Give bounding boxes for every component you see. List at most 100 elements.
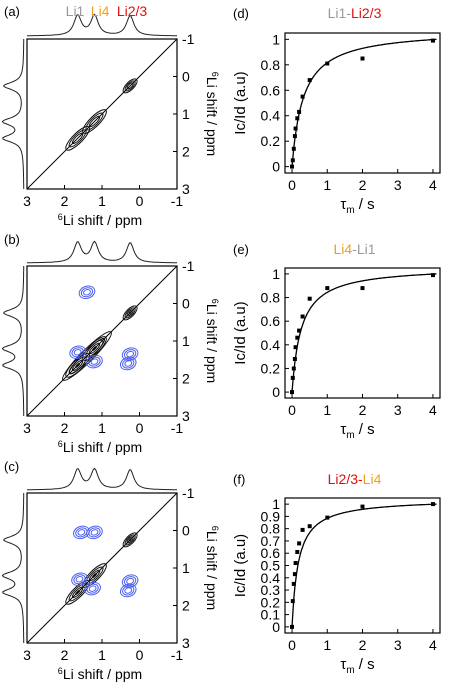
y-tick-label: 3 <box>182 408 190 424</box>
cross-peak-contour <box>86 583 99 594</box>
y-tick-label: 0.2 <box>261 594 281 610</box>
x-tick-label: 4 <box>429 177 437 193</box>
x-tick-label: 1 <box>98 193 106 209</box>
diagonal-contour <box>71 586 84 599</box>
y-tick-label: 3 <box>182 635 190 651</box>
cross-peak-contour <box>86 354 103 369</box>
legend-li2-3: Li2/3 <box>117 3 148 19</box>
chart-title: Li2/3-Li4 <box>328 471 382 487</box>
cross-peak-contour <box>75 527 88 538</box>
x-tick-label: -1 <box>171 420 184 436</box>
diagonal-line <box>26 492 178 644</box>
chart-title-part: Li2/3 <box>351 5 382 21</box>
y-axis-label: 6Li shift / ppm <box>204 299 220 383</box>
y-axis-label-text: Li shift / ppm <box>204 304 220 383</box>
cross-peak-contour <box>77 529 86 536</box>
y-tick-label: 1 <box>182 560 190 576</box>
y-tick-label: 0 <box>182 69 190 85</box>
diagonal-contour <box>85 112 104 131</box>
chart-title-part: Li4 <box>333 241 352 257</box>
cross-peak-contour <box>83 289 91 296</box>
x-tick-label: 0 <box>288 177 296 193</box>
chart-title-part: - <box>346 5 351 21</box>
data-point <box>292 134 297 139</box>
y-axis-label-text: Li shift / ppm <box>204 77 220 156</box>
diagonal-contour <box>122 78 138 94</box>
top-projection <box>27 467 177 491</box>
chart-title-part: Li1 <box>328 5 347 21</box>
x-tick-label: 0 <box>136 420 144 436</box>
data-point <box>325 286 330 291</box>
diagonal-contour <box>88 115 101 128</box>
cross-peak-contour <box>88 356 101 367</box>
x-axis-label-text: Li shift / ppm <box>63 212 142 228</box>
fit-curve <box>291 273 437 393</box>
cross-peak-contour <box>126 350 135 358</box>
y-tick-label: 0.8 <box>261 290 281 306</box>
y-tick-label: 0.6 <box>261 313 281 329</box>
data-point <box>431 38 435 43</box>
data-point <box>295 335 300 340</box>
y-tick-label: 0 <box>272 384 280 400</box>
y-axis-label-sup: 6 <box>210 299 220 304</box>
data-point <box>293 126 298 131</box>
x-axis-label-text: Li shift / ppm <box>63 666 142 682</box>
diagonal-contour <box>88 342 101 355</box>
cross-peak-contour <box>71 347 84 358</box>
x-tick-label: 2 <box>61 420 69 436</box>
diagonal-contour <box>65 353 90 378</box>
top-projection <box>27 240 177 264</box>
cross-peak-contour <box>122 358 135 369</box>
x-tick-label: 0 <box>136 647 144 663</box>
diagonal-contour <box>82 336 107 361</box>
cross-peak-contour <box>126 577 135 585</box>
data-point <box>307 78 312 83</box>
data-point <box>297 109 302 114</box>
diagonal-contour <box>75 362 81 368</box>
x-axis-label-unit: / s <box>355 196 375 213</box>
buildup-panel-f: (f) Li2/3-Li400.10.20.30.40.50.60.70.80.9… <box>232 471 441 676</box>
diagonal-contour <box>71 132 84 145</box>
diagonal-line <box>26 38 178 190</box>
diagonal-contour <box>92 573 97 578</box>
x-tick-label: 1 <box>98 647 106 663</box>
x-tick-label: 0 <box>136 193 144 209</box>
y-tick-label: 1 <box>182 106 190 122</box>
y-tick-label: 1 <box>182 333 190 349</box>
data-point <box>360 56 365 61</box>
y-tick-label: 2 <box>182 598 190 614</box>
x-tick-label: 1 <box>323 402 331 418</box>
y-axis-label-sup: 6 <box>210 72 220 77</box>
diagonal-contour <box>124 307 136 319</box>
cross-peak-contour <box>84 581 101 596</box>
y-tick-label: 2 <box>182 371 190 387</box>
diagonal-contour <box>71 359 84 372</box>
cross-peak-contour <box>119 356 137 371</box>
data-point <box>290 158 295 163</box>
x-tick-label: 3 <box>23 420 31 436</box>
x-tick-label: -1 <box>171 647 184 663</box>
cross-peak-contour <box>88 527 101 538</box>
data-point <box>431 502 435 507</box>
cross-peak-contour <box>73 525 90 540</box>
diagonal-contour <box>124 534 136 546</box>
panel-label: (d) <box>233 6 249 21</box>
diagonal-contour <box>126 309 134 317</box>
diagonal-contour <box>68 583 87 602</box>
diagonal-contour <box>126 82 134 90</box>
y-tick-label: 0.8 <box>261 521 281 537</box>
cross-peak-contour <box>73 349 82 356</box>
panel-label: (f) <box>233 472 245 487</box>
data-point <box>325 61 330 66</box>
data-point <box>292 357 297 361</box>
data-point <box>291 581 296 586</box>
plot-frame <box>284 32 441 174</box>
cross-peak-contour <box>71 572 88 587</box>
data-point <box>307 524 312 529</box>
x-tick-label: 0 <box>288 402 296 418</box>
x-axis-label-unit: / s <box>355 421 375 438</box>
x-axis-label-sup: 6 <box>58 212 63 222</box>
cross-peak-contour <box>122 585 135 596</box>
y-tick-label: -1 <box>182 31 195 47</box>
